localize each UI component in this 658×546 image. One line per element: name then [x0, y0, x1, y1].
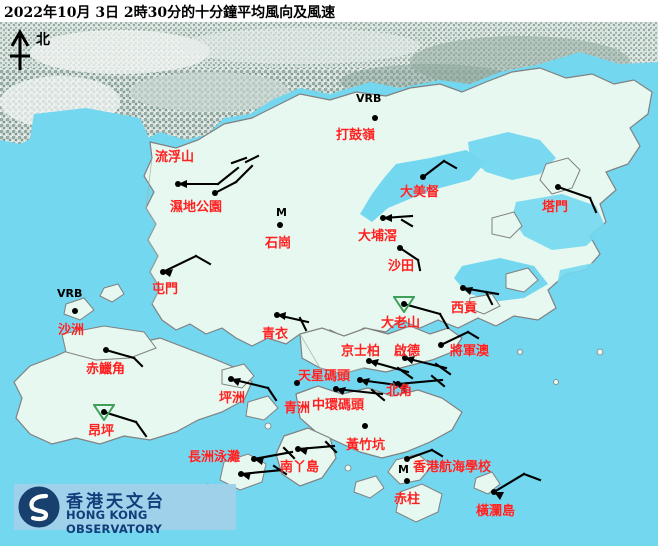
station-dot-icon [438, 342, 444, 348]
highland-station-triangle-icon [92, 403, 116, 425]
station-dot-icon [101, 409, 107, 415]
station-dot-icon [362, 423, 368, 429]
station-label: 坪洲 [219, 391, 246, 406]
station-dot-icon [103, 347, 109, 353]
station-label: 香港航海學校 [413, 460, 492, 475]
chek-lap-kok [61, 325, 157, 361]
station-label: 天星碼頭 [298, 369, 351, 384]
station-label: 昂坪 [88, 424, 115, 439]
north-label: 北 [36, 32, 50, 48]
station-label: 西貢 [451, 301, 478, 316]
station-label: 京士柏 [341, 344, 381, 359]
station-dot-icon [404, 456, 410, 462]
station-label: 長洲泳灘 [188, 450, 241, 465]
station-dot-icon [491, 489, 497, 495]
station-dot-icon [395, 381, 401, 387]
station-label: 打鼓嶺 [336, 128, 376, 143]
hko-logo-icon [18, 486, 60, 528]
station-dot-icon [333, 386, 339, 392]
station-dot-icon [277, 222, 283, 228]
station-label: 大美督 [400, 185, 440, 200]
station-label: 青衣 [262, 327, 289, 342]
hko-logo-chinese: 香港天文台 [66, 492, 166, 512]
station-dot-icon [238, 471, 244, 477]
station-label: 大埔滘 [358, 229, 398, 244]
station-label: 屯門 [152, 282, 179, 297]
hko-logo: 香港天文台 HONG KONG OBSERVATORY [14, 484, 236, 536]
deep-bay [30, 108, 150, 162]
title-bar: 2022年10月 3日 2時30分的十分鐘平均風向及風速 [0, 0, 658, 22]
station-dot-icon [460, 285, 466, 291]
station-label: 將軍澳 [450, 344, 490, 359]
station-wind-code: M [398, 463, 409, 476]
north-arrow: 北 [6, 26, 66, 74]
highland-station-triangle-icon [392, 295, 416, 317]
station-label: 大老山 [381, 316, 421, 331]
station-label: 青洲 [284, 401, 311, 416]
station-dot-icon [175, 181, 181, 187]
station-wind-code: VRB [356, 92, 382, 105]
station-dot-icon [402, 355, 408, 361]
station-dot-icon [251, 456, 257, 462]
station-dot-icon [274, 312, 280, 318]
station-label: 南丫島 [280, 460, 320, 475]
station-dot-icon [72, 308, 78, 314]
station-dot-icon [294, 380, 300, 386]
station-label: 中環碼頭 [312, 398, 365, 413]
station-label: 黃竹坑 [346, 438, 386, 453]
map-landmass-layer [0, 22, 658, 524]
station-dot-icon [212, 190, 218, 196]
station-label: 塔門 [542, 200, 569, 215]
station-dot-icon [380, 215, 386, 221]
station-dot-icon [357, 377, 363, 383]
station-dot-icon [366, 358, 372, 364]
map-canvas: 北 打鼓嶺 VRB 流浮山濕地公園石崗 M 屯門 大美督塔門大埔滘沙田西貢大老山 沙洲 VRB… [0, 22, 658, 546]
station-dot-icon [160, 269, 166, 275]
hko-logo-english: HONG KONG OBSERVATORY [66, 508, 163, 536]
station-label: 赤鱲角 [86, 362, 126, 377]
station-label: 北角 [386, 384, 413, 399]
lamma-island [275, 427, 337, 487]
station-label: 啟德 [394, 344, 421, 359]
station-dot-icon [555, 184, 561, 190]
station-wind-code: VRB [57, 287, 83, 300]
station-label: 沙洲 [58, 323, 85, 338]
station-dot-icon [420, 174, 426, 180]
station-label: 濕地公園 [170, 200, 223, 215]
station-dot-icon [372, 115, 378, 121]
station-dot-icon [228, 376, 234, 382]
station-label: 赤柱 [394, 492, 421, 507]
station-dot-icon [401, 301, 407, 307]
station-label: 橫瀾島 [476, 504, 516, 519]
station-label: 流浮山 [155, 150, 195, 165]
station-label: 石崗 [265, 236, 292, 251]
station-dot-icon [404, 478, 410, 484]
page-title: 2022年10月 3日 2時30分的十分鐘平均風向及風速 [4, 5, 336, 21]
wind-barb-layer [102, 154, 598, 500]
station-label: 沙田 [388, 259, 415, 274]
station-wind-code: M [276, 206, 287, 219]
station-dot-icon [295, 446, 301, 452]
station-dot-icon [397, 245, 403, 251]
